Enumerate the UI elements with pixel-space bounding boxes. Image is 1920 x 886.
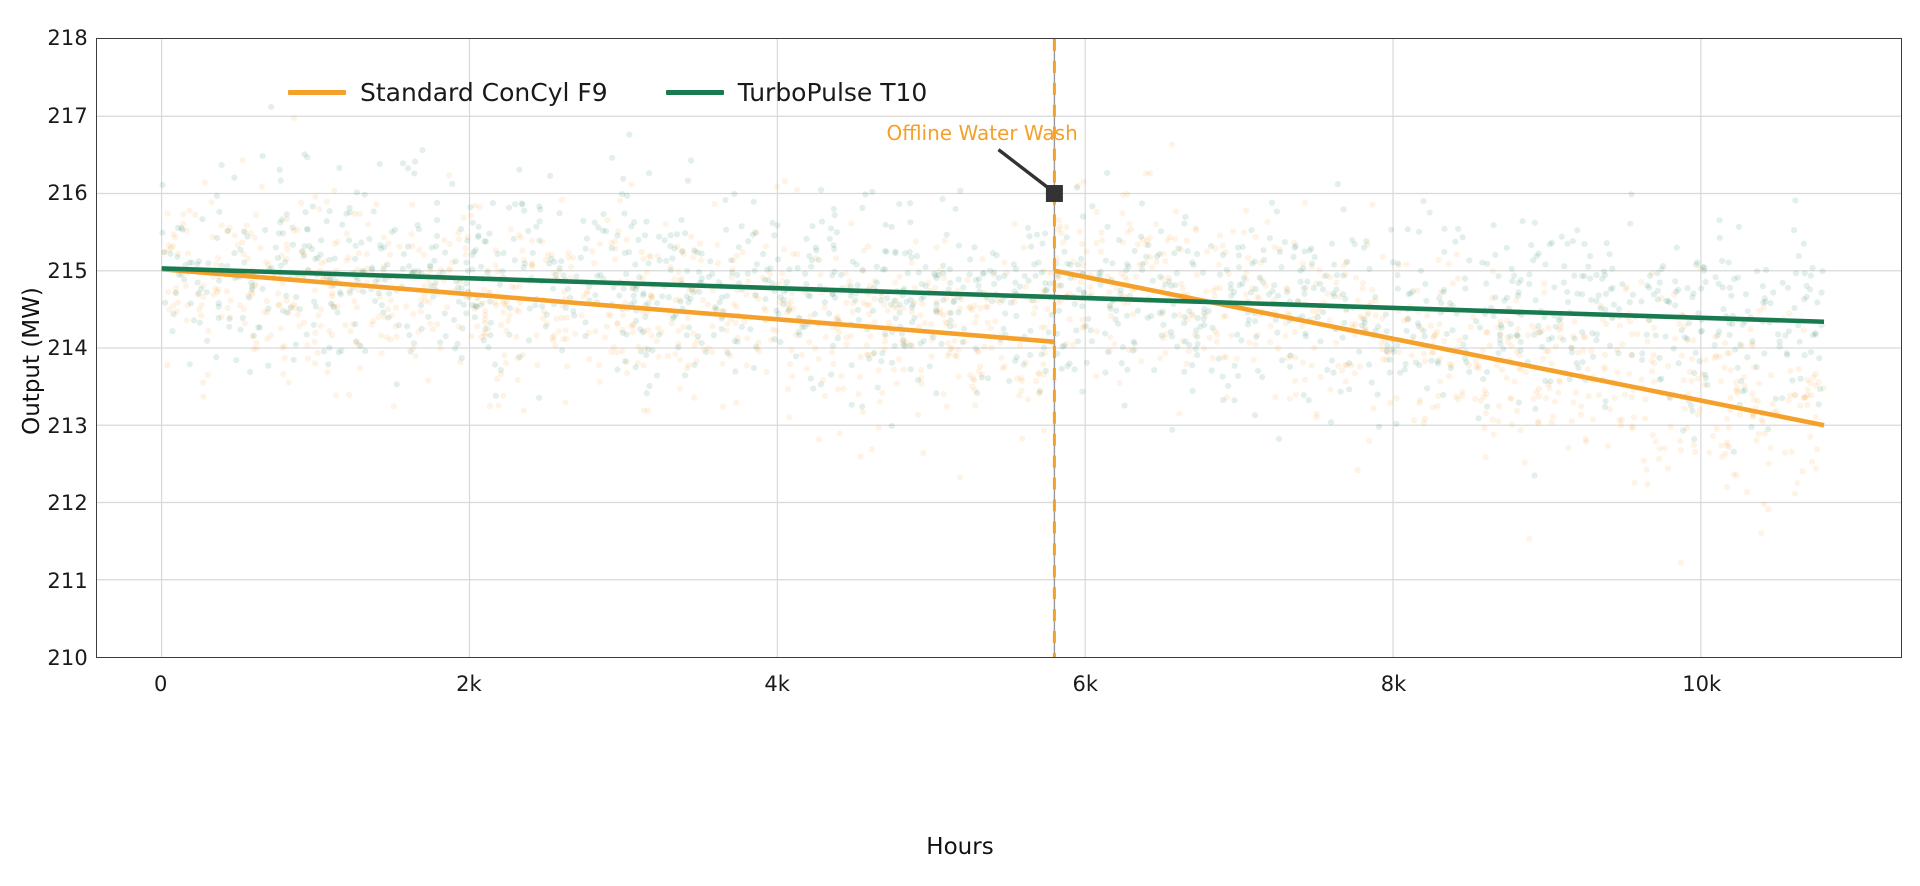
y-axis-ticks: 218 217 216 215 214 213 212 211 210 [0,0,88,886]
trend-line-turbopulse-t10[interactable] [161,266,1825,325]
y-tick-label: 212 [47,491,88,515]
y-tick-label: 211 [47,568,88,593]
y-tick-label: 210 [47,646,88,670]
y-tick-label: 217 [47,103,88,128]
event-annotation-label: Offline Water Wash [886,121,1078,145]
plot-canvas [97,39,1901,657]
x-tick-label: 8k [1380,672,1407,696]
x-tick-label: 0 [154,672,168,696]
y-tick-label: 215 [47,258,88,283]
chart-legend: Standard ConCyl F9 TurboPulse T10 [288,78,927,107]
y-tick-label: 218 [47,26,88,50]
x-tick-label: 6k [1072,672,1099,696]
y-tick-label: 214 [47,336,88,360]
legend-label: Standard ConCyl F9 [360,78,608,107]
legend-swatch-icon [288,90,346,95]
legend-item-standard-concyl-f9[interactable]: Standard ConCyl F9 [288,78,608,107]
annotation-arrow [997,148,1052,191]
plot-area [96,38,1902,658]
legend-swatch-icon [665,90,724,95]
grid-lines [97,39,1901,657]
x-tick-label: 10k [1682,672,1722,696]
scatter-points [159,103,1827,566]
trend-line-standard-concyl-f9[interactable] [161,266,1825,428]
x-axis-label: Hours [926,834,994,860]
event-marker[interactable] [1045,185,1063,202]
legend-item-turbopulse-t10[interactable]: TurboPulse T10 [665,78,928,107]
legend-label: TurboPulse T10 [737,78,928,107]
y-tick-label: 213 [47,413,88,438]
x-tick-label: 4k [764,672,790,696]
x-tick-label: 2k [456,672,482,696]
y-axis-label: Output (MW) [19,287,45,435]
y-tick-label: 216 [47,181,88,205]
